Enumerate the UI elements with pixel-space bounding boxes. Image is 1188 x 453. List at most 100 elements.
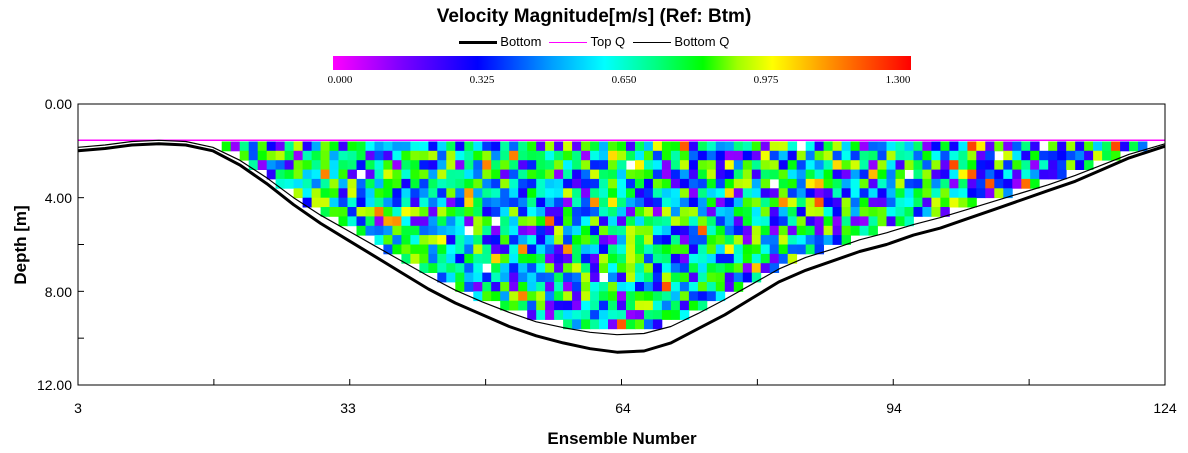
velocity-cell [724, 169, 735, 180]
velocity-cell [572, 197, 582, 208]
velocity-cell [419, 235, 429, 245]
velocity-cell [554, 188, 564, 199]
velocity-cell [545, 310, 555, 320]
velocity-cell [599, 188, 609, 199]
velocity-cell [670, 141, 681, 152]
velocity-cell [329, 207, 339, 217]
velocity-cell [814, 141, 824, 152]
velocity-cell [715, 197, 726, 208]
velocity-cell [482, 235, 492, 245]
velocity-cell [572, 141, 582, 152]
velocity-cell [284, 169, 294, 180]
velocity-cell [320, 160, 330, 170]
velocity-cell [599, 150, 609, 161]
velocity-cell [509, 263, 519, 273]
velocity-cell [832, 188, 842, 199]
velocity-cell [760, 207, 771, 217]
velocity-cell [967, 169, 977, 180]
velocity-cell [760, 263, 771, 273]
velocity-cell [248, 150, 259, 161]
velocity-cell [751, 150, 762, 161]
velocity-cell [554, 310, 564, 320]
velocity-cell [841, 216, 851, 227]
velocity-cell [679, 253, 690, 264]
velocity-cell [266, 141, 277, 152]
velocity-cell [275, 150, 285, 161]
velocity-cell [967, 160, 977, 170]
velocity-cell [1102, 141, 1112, 152]
velocity-cell [617, 197, 627, 208]
velocity-cell [392, 197, 402, 208]
velocity-cell [401, 169, 411, 180]
velocity-cell [886, 197, 896, 208]
velocity-cell [733, 141, 744, 152]
velocity-cell [670, 197, 681, 208]
velocity-cell [697, 141, 708, 152]
velocity-cell [410, 235, 420, 245]
velocity-cell [635, 188, 645, 199]
velocity-cell [1129, 141, 1139, 152]
velocity-cell [688, 263, 699, 273]
velocity-cell [554, 141, 564, 152]
velocity-cell [437, 197, 447, 208]
velocity-cell [796, 197, 807, 208]
velocity-cell [527, 197, 537, 208]
velocity-cell [769, 160, 780, 170]
legend-top-q: Top Q [549, 34, 625, 49]
velocity-cell [473, 160, 483, 170]
velocity-cell [913, 150, 923, 161]
velocity-cell [787, 178, 798, 189]
velocity-cell [599, 197, 609, 208]
velocity-cell [527, 169, 537, 180]
velocity-cell [617, 300, 627, 311]
velocity-cell [365, 207, 375, 217]
velocity-cell [365, 150, 375, 161]
velocity-cell [518, 253, 528, 264]
velocity-cell [697, 235, 708, 245]
velocity-cell [356, 141, 366, 152]
velocity-cell [967, 141, 977, 152]
velocity-cell [446, 188, 456, 199]
velocity-cell [419, 160, 429, 170]
velocity-cell [608, 272, 618, 283]
velocity-cell [644, 244, 654, 255]
velocity-cell [1021, 169, 1031, 180]
velocity-cell [626, 291, 636, 302]
velocity-cell [751, 178, 762, 189]
velocity-cell [895, 141, 905, 152]
velocity-cell [670, 225, 681, 236]
y-tick-label: 12.00 [37, 377, 72, 393]
velocity-cell [383, 225, 393, 236]
velocity-cell [536, 150, 546, 161]
velocity-cell [832, 207, 842, 217]
velocity-cell [994, 169, 1004, 180]
velocity-cell [859, 150, 869, 161]
velocity-cell [446, 178, 456, 189]
x-tick-label: 124 [1153, 400, 1177, 416]
velocity-cell [590, 141, 600, 152]
velocity-cell [455, 141, 465, 152]
velocity-cell [527, 253, 537, 264]
velocity-cell [814, 169, 824, 180]
velocity-cell [437, 225, 447, 236]
velocity-cell [796, 235, 807, 245]
velocity-cell [500, 253, 510, 264]
velocity-cell [644, 300, 654, 311]
velocity-cell [760, 150, 771, 161]
velocity-cell [751, 141, 762, 152]
velocity-cell [491, 272, 501, 283]
velocity-cell [275, 141, 285, 152]
velocity-cell [356, 216, 366, 227]
velocity-cell [733, 150, 744, 161]
velocity-cell [428, 188, 438, 199]
velocity-cell [572, 291, 582, 302]
velocity-cells [221, 141, 1148, 330]
velocity-cell [796, 216, 807, 227]
velocity-cell [922, 150, 932, 161]
y-tick-label: 8.00 [45, 284, 72, 300]
velocity-cell [688, 160, 699, 170]
velocity-cell [482, 216, 492, 227]
velocity-cell [733, 282, 744, 292]
x-tick-label: 94 [886, 400, 902, 416]
velocity-cell [697, 272, 708, 283]
